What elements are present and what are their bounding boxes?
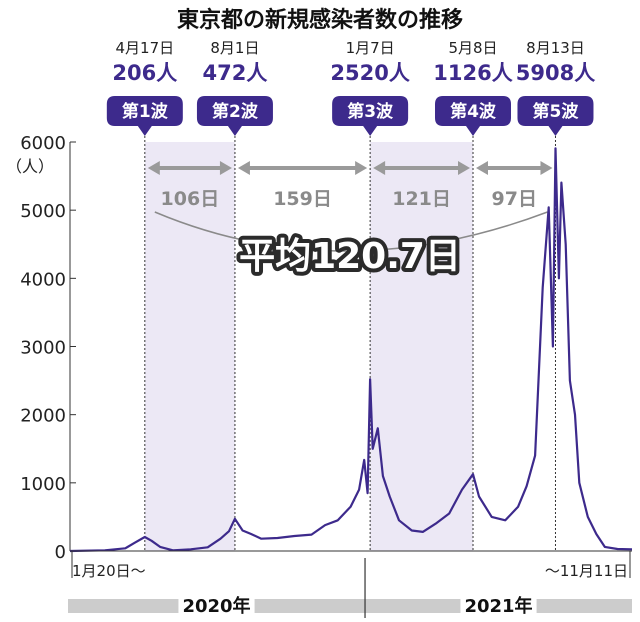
wave-count-3: 2520人 bbox=[330, 61, 409, 85]
wave-date-1: 4月17日 bbox=[115, 39, 174, 57]
interval-label-3: 121日 bbox=[392, 188, 451, 210]
chart-title: 東京都の新規感染者数の推移 bbox=[177, 7, 463, 33]
case-series bbox=[69, 147, 633, 553]
y-tick-label: 3000 bbox=[20, 338, 66, 359]
wave-count-1: 206人 bbox=[112, 61, 177, 85]
interval-arrow-head-right bbox=[219, 161, 232, 175]
wave-date-5: 8月13日 bbox=[526, 39, 585, 57]
average-arc bbox=[154, 211, 548, 252]
year-bar bbox=[68, 599, 632, 613]
interval-arrows: 106日 159日 121日 97日 bbox=[147, 161, 553, 210]
y-tick-label: 6000 bbox=[20, 133, 66, 154]
average-label-outline: 平均120.7日 bbox=[239, 236, 461, 277]
wave-badge-label-4: 第4波 bbox=[450, 101, 497, 122]
year-label-2021: 2021年 bbox=[464, 595, 532, 617]
interval-label-1: 106日 bbox=[161, 188, 220, 210]
interval-arrow-head-right bbox=[540, 161, 553, 175]
interval-label-4: 97日 bbox=[492, 188, 537, 210]
wave-badge-4 bbox=[435, 96, 512, 136]
wave-badge-3 bbox=[332, 96, 409, 136]
x-start-label: 1月20日〜 bbox=[72, 562, 146, 580]
wave-marker-lines bbox=[144, 124, 556, 551]
wave-shade-band-2 bbox=[370, 142, 474, 551]
wave-badge-label-5: 第5波 bbox=[533, 101, 580, 122]
wave-badge-label-3: 第3波 bbox=[347, 101, 394, 122]
x-end-label: 〜11月11日 bbox=[545, 562, 628, 580]
series-line bbox=[69, 147, 633, 553]
interval-label-2: 159日 bbox=[273, 188, 332, 210]
wave-badge-2 bbox=[196, 96, 273, 136]
wave-badge-1 bbox=[106, 96, 183, 136]
wave-shading bbox=[144, 142, 474, 551]
year-label-bg bbox=[460, 595, 537, 617]
interval-arrow-head-right bbox=[355, 161, 368, 175]
y-tick-label: 2000 bbox=[20, 406, 66, 427]
wave-count-2: 472人 bbox=[203, 61, 268, 85]
wave-date-2: 8月1日 bbox=[210, 39, 259, 57]
wave-count-5: 5908人 bbox=[516, 61, 595, 85]
wave-badge-label-2: 第2波 bbox=[212, 101, 259, 122]
interval-arrow-head-left bbox=[147, 161, 160, 175]
wave-badge-label-1: 第1波 bbox=[122, 101, 169, 122]
interval-arrow-head-right bbox=[458, 161, 471, 175]
wave-badge-5 bbox=[517, 96, 594, 136]
y-axis: 0 1000 2000 3000 4000 5000 6000 （人） bbox=[6, 133, 76, 563]
x-axis: 1月20日〜 〜11月11日 2020年 2021年 bbox=[68, 550, 632, 618]
wave-count-4: 1126人 bbox=[433, 61, 512, 85]
interval-arrow-head-left bbox=[237, 161, 250, 175]
y-tick-label: 1000 bbox=[20, 474, 66, 495]
wave-date-3: 1月7日 bbox=[346, 39, 395, 57]
interval-arrow-head-left bbox=[476, 161, 489, 175]
y-tick-label: 0 bbox=[55, 542, 66, 563]
wave-shade-band-1 bbox=[144, 142, 235, 551]
y-tick-label: 5000 bbox=[20, 201, 66, 222]
y-axis-unit: （人） bbox=[6, 157, 54, 176]
interval-arrow-head-left bbox=[373, 161, 386, 175]
average-label: 平均120.7日 bbox=[239, 236, 461, 277]
wave-date-4: 5月8日 bbox=[448, 39, 497, 57]
y-tick-label: 4000 bbox=[20, 269, 66, 290]
year-label-bg bbox=[178, 595, 255, 617]
year-label-2020: 2020年 bbox=[182, 595, 250, 617]
